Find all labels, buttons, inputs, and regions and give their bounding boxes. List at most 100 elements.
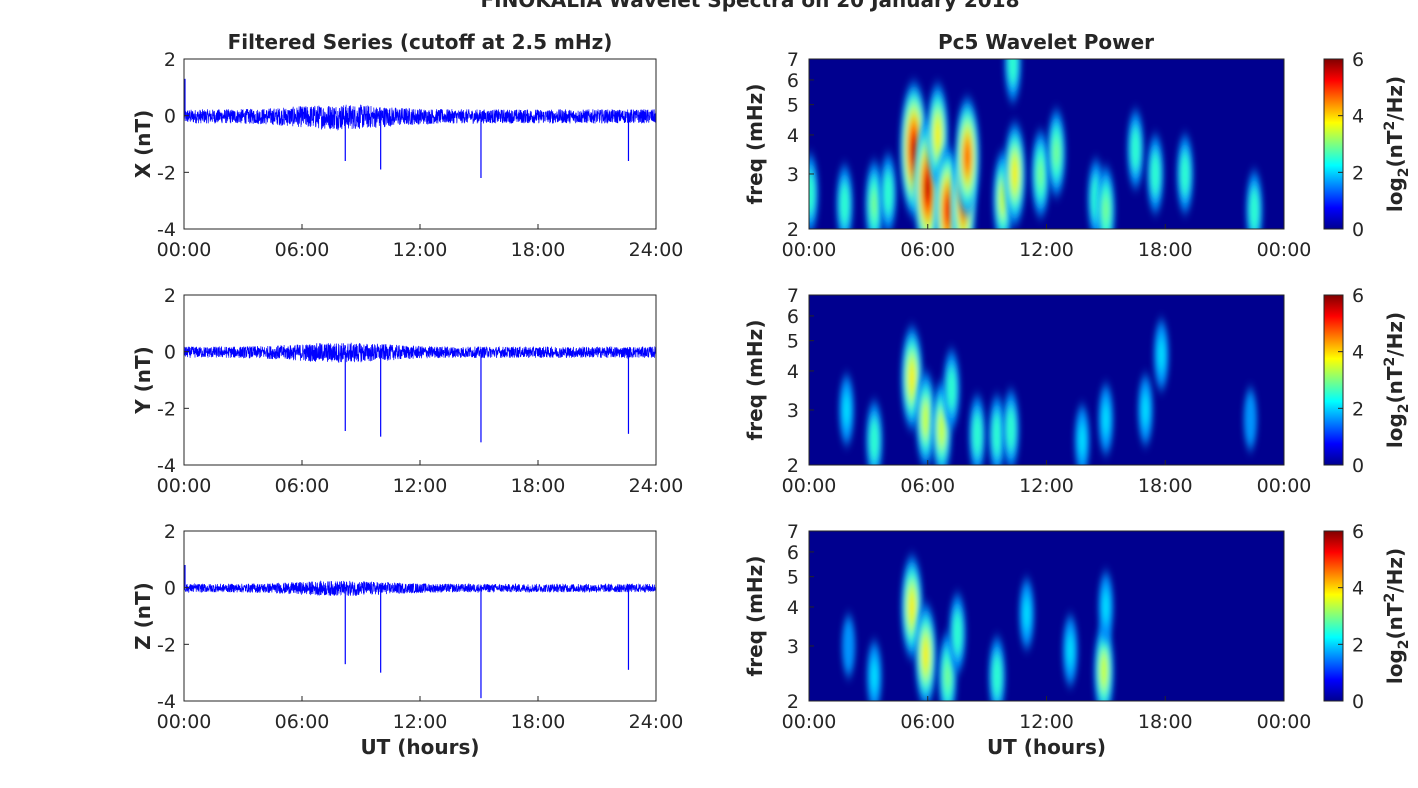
power-level: [1141, 392, 1150, 427]
plot-area: [184, 295, 656, 465]
power-level: [869, 417, 880, 464]
x-tick-label: 12:00: [1019, 475, 1074, 497]
power-blob: [1138, 375, 1153, 444]
power-blob: [1031, 131, 1050, 216]
y-tick-label: -4: [157, 455, 176, 477]
y-axis-label: Z (nT): [131, 582, 155, 650]
power-level: [883, 170, 894, 217]
y-axis-label: freq (mHz): [743, 84, 767, 205]
power-blob: [1047, 111, 1066, 196]
power-level: [1012, 161, 1018, 187]
power-blob: [866, 642, 882, 701]
power-level: [1102, 196, 1109, 225]
power-level: [1249, 187, 1260, 229]
y-tick-label: 6: [787, 542, 799, 564]
heatmap-background: [809, 531, 1284, 701]
colorbar-tick-label: 2: [1352, 634, 1364, 656]
x-tick-label: 00:00: [1257, 711, 1312, 733]
right-column-title: Pc5 Wavelet Power: [938, 30, 1154, 54]
power-blob: [866, 402, 883, 465]
y-tick-label: 5: [787, 567, 799, 589]
power-blob: [943, 351, 960, 428]
power-blob: [988, 638, 1006, 701]
power-blob: [1096, 168, 1115, 229]
power-blob: [955, 98, 980, 215]
colorbar-tick-label: 6: [1352, 49, 1364, 71]
power-blob: [1098, 385, 1114, 454]
y-tick-label: 4: [787, 361, 799, 383]
colorbar-tick-label: 2: [1352, 398, 1364, 420]
x-tick-label: 12:00: [393, 711, 448, 733]
y-tick-label: 2: [787, 691, 799, 713]
x-tick-label: 06:00: [275, 475, 330, 497]
power-blob: [1004, 123, 1026, 224]
x-tick-label: 18:00: [1138, 475, 1193, 497]
y-axis-label: freq (mHz): [743, 556, 767, 677]
x-tick-label: 00:00: [782, 711, 837, 733]
power-level: [1007, 59, 1018, 86]
colorbar-tick-label: 6: [1352, 521, 1364, 543]
power-level: [943, 193, 952, 227]
y-tick-label: -2: [157, 162, 176, 184]
y-tick-label: 4: [787, 597, 799, 619]
x-tick-label: 18:00: [511, 239, 566, 261]
power-level: [871, 190, 878, 219]
power-blob: [988, 396, 1006, 465]
power-blob: [915, 605, 937, 701]
power-blob: [1062, 616, 1078, 685]
colorbar-tick-label: 0: [1352, 691, 1364, 713]
power-blob: [865, 162, 884, 229]
power-level: [923, 642, 929, 668]
x-tick-label: 00:00: [157, 475, 212, 497]
colorbar-label: log2(nT2/Hz): [1382, 76, 1412, 212]
y-tick-label: 5: [787, 95, 799, 117]
x-tick-label: 06:00: [275, 239, 330, 261]
x-tick-label: 18:00: [511, 475, 566, 497]
series-line: [183, 580, 657, 596]
y-tick-label: 0: [164, 106, 176, 128]
power-level: [1150, 151, 1161, 197]
y-axis-label: freq (mHz): [743, 320, 767, 441]
y-tick-label: 2: [164, 49, 176, 71]
x-tick-label: 24:00: [629, 711, 684, 733]
power-blob: [809, 155, 819, 229]
power-level: [934, 122, 941, 148]
heatmap: [839, 320, 1257, 465]
power-blob: [1127, 111, 1144, 188]
y-tick-label: 7: [787, 49, 799, 71]
power-blob: [839, 375, 855, 444]
x-tick-label: 18:00: [1138, 239, 1193, 261]
power-level: [1037, 159, 1044, 188]
power-blob: [1243, 389, 1257, 450]
x-axis-label: UT (hours): [987, 735, 1106, 759]
x-tick-label: 06:00: [900, 475, 955, 497]
power-level: [925, 176, 931, 201]
y-tick-label: 7: [787, 521, 799, 543]
y-tick-label: -2: [157, 634, 176, 656]
timeseries-panel-x: 2 0 -2 -400:00 06:00 12:00 18:00 24:00 X (nT): [131, 49, 683, 261]
power-blob: [1147, 135, 1164, 212]
power-level: [992, 411, 1002, 458]
y-tick-label: 2: [787, 455, 799, 477]
y-tick-label: 0: [164, 578, 176, 600]
colorbar-tick-label: 0: [1352, 219, 1364, 241]
power-level: [809, 170, 815, 217]
y-tick-label: -2: [157, 398, 176, 420]
y-tick-label: 6: [787, 70, 799, 92]
x-tick-label: 00:00: [157, 239, 212, 261]
colorbar: 0 2 4 6 log2(nT2/Hz): [1323, 285, 1412, 477]
power-blob: [1019, 579, 1035, 648]
x-tick-label: 06:00: [275, 711, 330, 733]
y-tick-label: 2: [164, 521, 176, 543]
power-level: [946, 366, 957, 412]
heatmap-background: [809, 295, 1284, 465]
power-blob: [949, 595, 966, 672]
power-blob: [841, 615, 856, 676]
power-level: [842, 392, 851, 427]
colorbar: 0 2 4 6 log2(nT2/Hz): [1323, 521, 1412, 713]
y-tick-label: -4: [157, 691, 176, 713]
x-tick-label: 12:00: [393, 239, 448, 261]
